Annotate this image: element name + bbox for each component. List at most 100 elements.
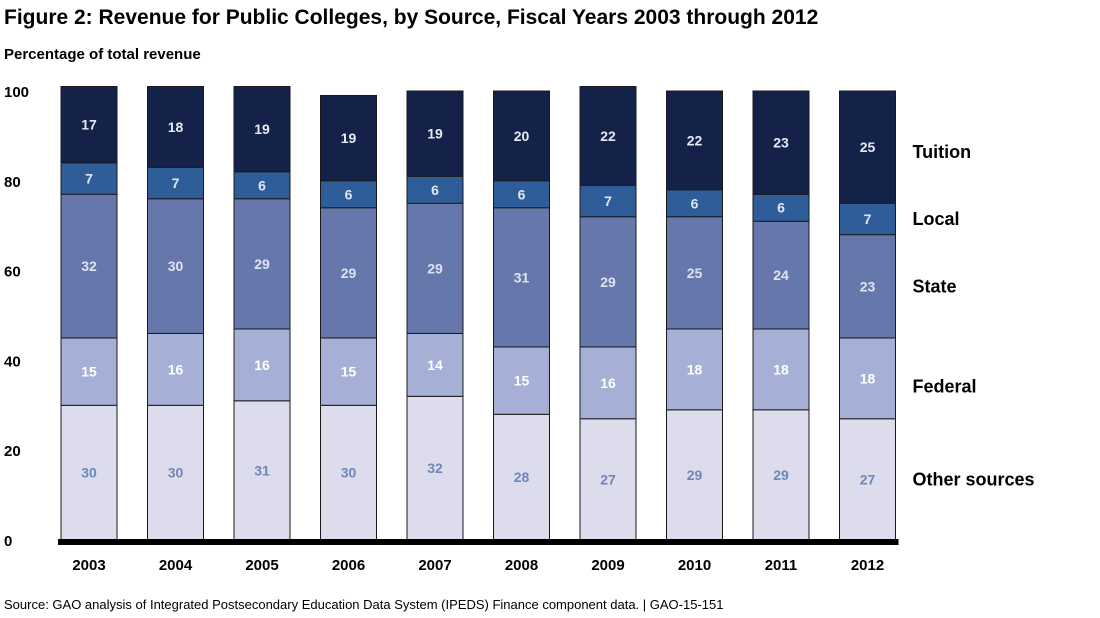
bar-segment: [406, 175, 464, 204]
bar-segment: [579, 346, 637, 420]
data-label: 32: [427, 460, 443, 476]
legend-label: Federal: [913, 376, 977, 396]
bar-segment: [233, 86, 291, 173]
data-label: 31: [254, 462, 270, 478]
bar-segment: [839, 90, 896, 204]
bar-segment: [839, 418, 896, 541]
bar-segment: [579, 184, 637, 218]
bar-segment: [233, 328, 291, 402]
data-label: 25: [687, 265, 703, 281]
data-label: 6: [431, 182, 439, 198]
bar-segment: [60, 337, 118, 406]
y-tick-label: 20: [4, 443, 21, 460]
data-label: 31: [514, 269, 530, 285]
bar-segment: [839, 337, 896, 420]
data-label: 25: [860, 139, 876, 155]
data-label: 32: [81, 258, 97, 274]
data-label: 23: [773, 135, 789, 151]
data-label: 14: [427, 357, 443, 373]
data-label: 29: [773, 467, 789, 483]
bar-segment: [147, 86, 204, 168]
data-label: 19: [341, 130, 357, 146]
x-tick-label: 2007: [418, 557, 451, 574]
bar-segment: [320, 337, 377, 406]
x-tick-label: 2009: [591, 557, 624, 574]
y-tick-label: 0: [4, 533, 12, 550]
bar-segment: [60, 86, 118, 164]
data-label: 28: [514, 469, 530, 485]
data-label: 22: [600, 128, 616, 144]
data-label: 29: [427, 260, 443, 276]
bar-segment: [666, 189, 723, 218]
bar-segment: [60, 404, 118, 541]
data-label: 22: [687, 132, 703, 148]
x-tick-label: 2006: [332, 557, 365, 574]
y-tick-label: 80: [4, 174, 21, 191]
x-tick-label: 2008: [505, 557, 538, 574]
data-label: 17: [81, 117, 97, 133]
bar-segment: [752, 220, 810, 330]
data-label: 29: [600, 274, 616, 290]
bar-segment: [320, 207, 377, 339]
bar-segment: [320, 94, 377, 182]
data-label: 29: [341, 265, 357, 281]
data-label: 6: [345, 186, 353, 202]
y-axis-label: Percentage of total revenue: [4, 46, 201, 63]
legend-label: Tuition: [913, 142, 972, 162]
data-label: 20: [514, 128, 530, 144]
data-label: 30: [168, 258, 184, 274]
x-tick-label: 2010: [678, 557, 711, 574]
data-label: 27: [860, 471, 876, 487]
data-label: 27: [600, 471, 616, 487]
y-tick-label: 40: [4, 353, 21, 370]
data-label: 6: [777, 200, 785, 216]
bar-segment: [752, 328, 810, 411]
data-label: 7: [172, 175, 180, 191]
data-label: 18: [773, 361, 789, 377]
data-label: 18: [168, 119, 184, 135]
data-label: 16: [600, 375, 616, 391]
data-label: 24: [773, 267, 789, 283]
bar-segment: [320, 180, 377, 209]
data-label: 6: [518, 186, 526, 202]
bar-segment: [147, 332, 204, 406]
chart-title: Figure 2: Revenue for Public Colleges, b…: [4, 6, 819, 29]
bar-segment: [752, 193, 810, 222]
bar-segment: [493, 346, 550, 415]
x-tick-label: 2011: [765, 557, 798, 574]
data-label: 30: [81, 465, 97, 481]
legend-label: State: [913, 276, 957, 296]
data-label: 15: [514, 373, 530, 389]
bar-segment: [839, 234, 896, 339]
bar-segment: [752, 409, 810, 541]
x-tick-label: 2005: [245, 557, 278, 574]
bar-segment: [579, 418, 637, 541]
bar-segment: [493, 180, 550, 209]
data-label: 29: [254, 256, 270, 272]
data-label: 29: [687, 467, 703, 483]
data-label: 30: [168, 465, 184, 481]
x-tick-label: 2003: [72, 557, 105, 574]
source-note: Source: GAO analysis of Integrated Posts…: [4, 597, 724, 612]
data-label: 18: [860, 370, 876, 386]
data-label: 16: [254, 357, 270, 373]
data-label: 7: [604, 193, 612, 209]
bar-segment: [493, 90, 550, 182]
data-label: 19: [254, 121, 270, 137]
x-tick-label: 2004: [159, 557, 193, 574]
bar-segment: [60, 193, 118, 339]
data-label: 7: [864, 211, 872, 227]
legend-label: Local: [913, 209, 960, 229]
data-label: 7: [85, 171, 93, 187]
legend-label: Other sources: [913, 469, 1035, 489]
y-tick-label: 60: [4, 264, 21, 281]
bar-segment: [666, 90, 723, 191]
bar-segment: [493, 413, 550, 541]
bar-segment: [579, 216, 637, 348]
bar-segment: [666, 409, 723, 541]
x-axis-baseline: [58, 539, 899, 545]
bar-segment: [406, 90, 464, 177]
bar-segment: [147, 166, 204, 200]
data-label: 18: [687, 361, 703, 377]
